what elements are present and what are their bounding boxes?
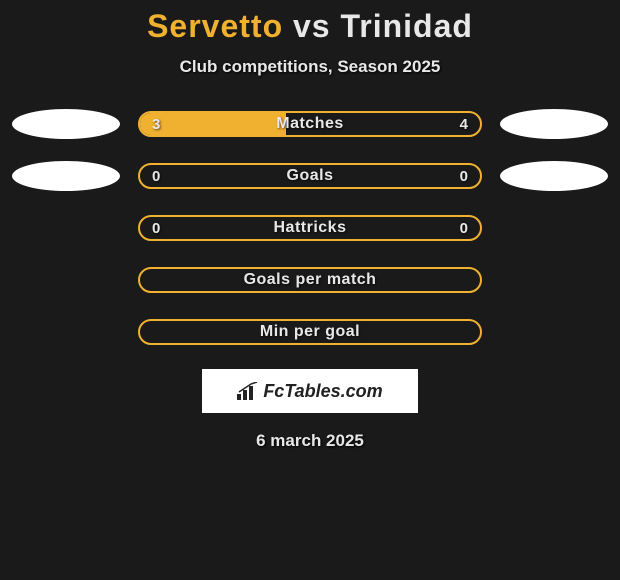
stat-label: Matches: [140, 113, 480, 135]
spacer: [500, 213, 608, 243]
stat-label: Hattricks: [140, 217, 480, 239]
team-b-badge: [500, 109, 608, 139]
chart-icon: [237, 382, 259, 400]
stat-bar: Min per goal: [138, 319, 482, 345]
logo-label: FcTables.com: [263, 381, 382, 402]
subtitle: Club competitions, Season 2025: [0, 57, 620, 77]
team-a-badge: [12, 161, 120, 191]
stat-label: Goals per match: [140, 269, 480, 291]
match-title: Servetto vs Trinidad: [0, 8, 620, 45]
source-logo: FcTables.com: [202, 369, 418, 413]
team-b-name: Trinidad: [340, 8, 472, 44]
team-a-name: Servetto: [147, 8, 283, 44]
spacer: [12, 265, 120, 295]
stat-label: Min per goal: [140, 321, 480, 343]
spacer: [12, 213, 120, 243]
spacer: [12, 317, 120, 347]
stat-row-goals: 0 Goals 0: [0, 161, 620, 191]
match-date: 6 march 2025: [0, 431, 620, 451]
stats-card: Servetto vs Trinidad Club competitions, …: [0, 0, 620, 451]
team-b-badge: [500, 161, 608, 191]
stat-row-gpm: Goals per match: [0, 265, 620, 295]
stat-row-mpg: Min per goal: [0, 317, 620, 347]
stat-bar: 0 Hattricks 0: [138, 215, 482, 241]
vs-text: vs: [293, 8, 331, 44]
stat-label: Goals: [140, 165, 480, 187]
team-a-badge: [12, 109, 120, 139]
stat-right-value: 4: [460, 113, 468, 135]
stat-right-value: 0: [460, 217, 468, 239]
stat-row-matches: 3 Matches 4: [0, 109, 620, 139]
stat-row-hattricks: 0 Hattricks 0: [0, 213, 620, 243]
spacer: [500, 317, 608, 347]
stat-rows: 3 Matches 4 0 Goals 0 0 Hattricks 0: [0, 109, 620, 347]
stat-bar: Goals per match: [138, 267, 482, 293]
spacer: [500, 265, 608, 295]
stat-bar: 3 Matches 4: [138, 111, 482, 137]
logo-text: FcTables.com: [237, 381, 382, 402]
stat-bar: 0 Goals 0: [138, 163, 482, 189]
stat-right-value: 0: [460, 165, 468, 187]
